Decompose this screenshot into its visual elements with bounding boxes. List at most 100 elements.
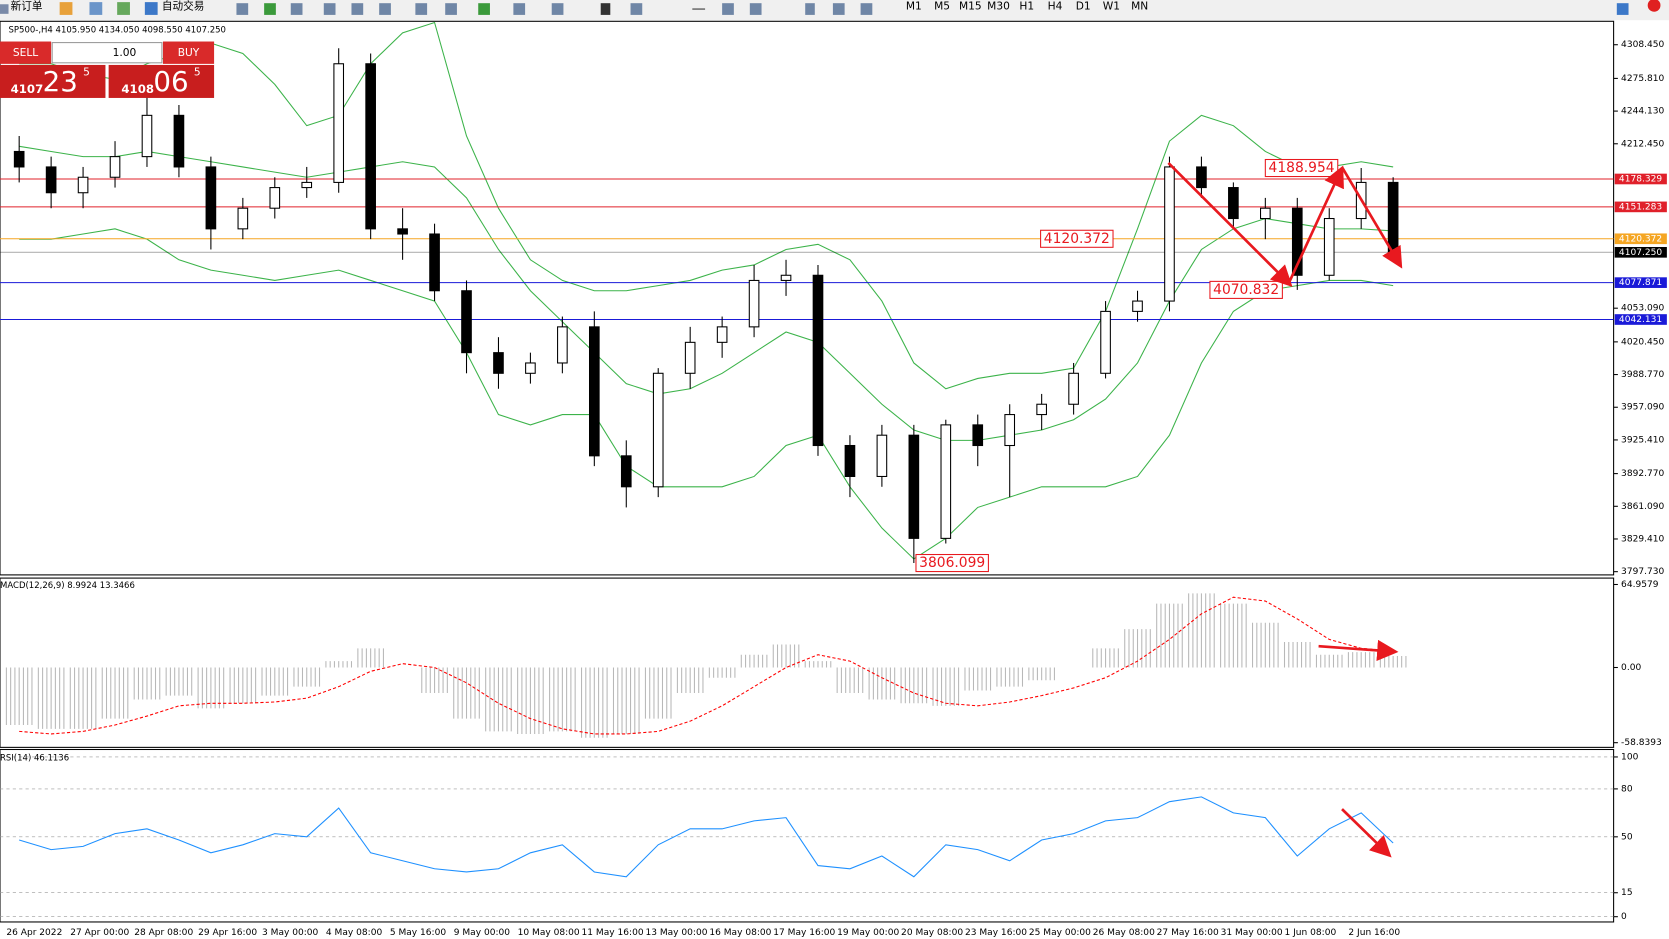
- candle-body: [1100, 310, 1111, 374]
- icon[interactable]: [600, 3, 611, 15]
- y-tick-label: 3829.410: [1621, 534, 1664, 544]
- candle-body: [557, 326, 568, 364]
- icon[interactable]: [415, 3, 428, 15]
- icon[interactable]: [117, 2, 130, 15]
- timeframe-button[interactable]: M15: [959, 0, 982, 12]
- sell-label[interactable]: SELL: [13, 46, 38, 59]
- y-tick-label: 0.00: [1621, 663, 1641, 673]
- y-tick-label: 15: [1621, 888, 1633, 898]
- main-plot: [0, 20, 1615, 576]
- buy-label[interactable]: BUY: [178, 46, 200, 59]
- candle-body: [1036, 403, 1047, 416]
- candle-body: [1323, 217, 1335, 276]
- icon[interactable]: [722, 3, 734, 15]
- icon[interactable]: [323, 3, 336, 15]
- timeframe-button[interactable]: M5: [934, 0, 950, 12]
- timeframes: M1 M5 M15 M30 H1 H4 D1 W1 MN: [906, 0, 1148, 12]
- annotation: 4070.832: [1213, 282, 1279, 298]
- candle-body: [205, 166, 217, 230]
- icon[interactable]: [513, 3, 526, 15]
- alert-icon[interactable]: [1647, 0, 1661, 12]
- icon[interactable]: [351, 3, 364, 15]
- timeframe-button[interactable]: MN: [1131, 0, 1148, 12]
- trade-panel: SELL 1.00 BUY 4107 23 5 4108 06 5: [0, 41, 215, 98]
- timeframe-button[interactable]: M1: [906, 0, 922, 12]
- icon[interactable]: [749, 3, 762, 15]
- timeframe-button[interactable]: H4: [1048, 0, 1063, 12]
- candle-body: [461, 290, 472, 354]
- candle-body: [269, 187, 281, 209]
- lots-input[interactable]: [51, 42, 163, 64]
- ask-small: 5: [194, 65, 201, 78]
- icon[interactable]: [264, 3, 276, 15]
- level-label: 4151.283: [1619, 202, 1662, 212]
- y-tick-label: 4275.810: [1621, 74, 1664, 84]
- icon[interactable]: [692, 8, 706, 10]
- timeframe-button[interactable]: H1: [1019, 0, 1034, 12]
- candle-body: [141, 114, 153, 158]
- x-tick-label: 27 Apr 00:00: [70, 928, 129, 938]
- y-tick-label: 4212.450: [1621, 139, 1664, 149]
- icon[interactable]: [236, 3, 249, 15]
- arrow: [1340, 166, 1403, 269]
- candle-body: [1260, 207, 1271, 220]
- timeframe-button[interactable]: M30: [987, 0, 1010, 12]
- new-order[interactable]: 新订单: [11, 0, 43, 12]
- icon[interactable]: [805, 3, 815, 15]
- icon[interactable]: [379, 3, 391, 15]
- x-tick-label: 5 May 16:00: [390, 928, 447, 938]
- icon[interactable]: [860, 3, 873, 15]
- arrow: [1287, 165, 1344, 284]
- icon[interactable]: [551, 3, 564, 15]
- y-tick-label: 3925.410: [1621, 435, 1664, 445]
- icon[interactable]: [59, 2, 73, 15]
- annotation: 3806.099: [919, 555, 985, 571]
- timeframe-button[interactable]: W1: [1103, 0, 1120, 12]
- arrow: [1341, 808, 1392, 858]
- icon[interactable]: [144, 2, 158, 15]
- timeframe-button[interactable]: D1: [1076, 0, 1091, 12]
- icon[interactable]: [478, 3, 490, 15]
- band-middle: [19, 145, 1394, 441]
- x-tick-label: 17 May 16:00: [773, 928, 835, 938]
- band-lower: [19, 228, 1394, 560]
- candle-body: [429, 233, 440, 292]
- candle-body: [844, 444, 856, 478]
- sell-button[interactable]: [0, 41, 52, 64]
- annotation-box: [1209, 280, 1283, 299]
- axes: 4308.450 4275.810 4244.130 4212.450 4053.090…: [6, 40, 1667, 938]
- icon[interactable]: [445, 3, 457, 15]
- x-tick-label: 9 May 00:00: [454, 928, 511, 938]
- candle-body: [716, 326, 728, 343]
- icon[interactable]: [89, 2, 103, 15]
- icon[interactable]: [630, 3, 643, 15]
- search-icon[interactable]: [1616, 3, 1629, 15]
- icon[interactable]: [832, 3, 845, 15]
- annotation: 4120.372: [1044, 231, 1110, 247]
- rsi-plot: [0, 748, 1615, 923]
- auto-trading[interactable]: 自动交易: [162, 0, 205, 12]
- bid-box[interactable]: [0, 64, 106, 98]
- price-panel: 4188.954 4120.372 4070.832 3806.099: [0, 21, 1614, 573]
- macd-plot: [0, 577, 1615, 748]
- bid-big: 23: [43, 65, 78, 98]
- candle-body: [812, 274, 824, 447]
- candle-body: [77, 176, 89, 194]
- ask-box[interactable]: [108, 64, 215, 98]
- candle-body: [1291, 207, 1303, 276]
- candle-body: [620, 455, 632, 488]
- x-tick-label: 11 May 16:00: [582, 928, 644, 938]
- macd-panel: [5, 593, 1407, 738]
- rsi-title: RSI(14) 46.1136: [0, 754, 69, 764]
- y-tick-label: 3957.090: [1621, 403, 1664, 413]
- icon[interactable]: [290, 3, 303, 15]
- candle-body: [1132, 300, 1143, 312]
- y-tick-label: 3861.090: [1621, 502, 1664, 512]
- candle-body: [1004, 414, 1016, 447]
- buy-button[interactable]: [162, 41, 215, 64]
- x-tick-label: 31 May 00:00: [1221, 928, 1283, 938]
- lots-value[interactable]: 1.00: [113, 46, 137, 59]
- x-tick-label: 27 May 16:00: [1157, 928, 1219, 938]
